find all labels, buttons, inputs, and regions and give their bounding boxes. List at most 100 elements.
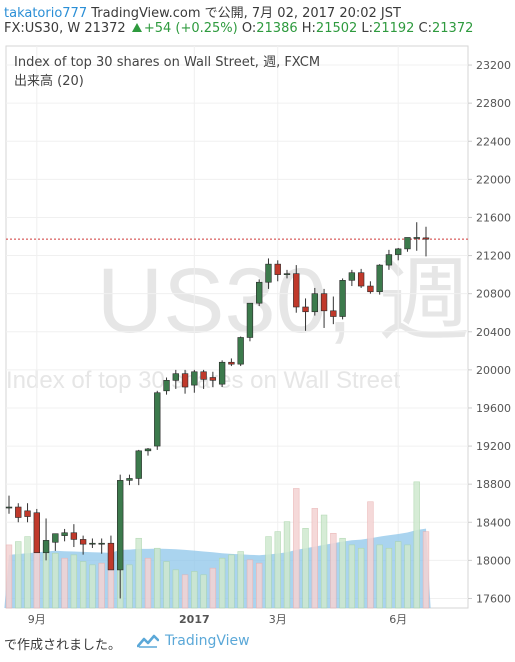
author-link[interactable]: takatorio777 xyxy=(4,6,88,21)
y-tick-label: 18800 xyxy=(476,478,511,491)
candle-down xyxy=(200,371,207,380)
candle-down xyxy=(274,263,281,275)
volume-bar xyxy=(15,541,22,609)
candle-down xyxy=(107,542,115,571)
candle-down xyxy=(209,377,217,381)
candle-up xyxy=(5,506,13,509)
candle-down xyxy=(24,510,31,517)
candle-up xyxy=(376,264,383,293)
candle-up xyxy=(126,478,133,481)
volume-bar xyxy=(228,554,235,609)
volume-bar xyxy=(172,569,179,609)
y-tick-label: 20800 xyxy=(476,288,511,301)
volume-bar xyxy=(256,562,263,609)
candle-down xyxy=(228,361,235,365)
ohlc-line: FX:US30, W 21372 +54 (+0.25%) O:21386 H:… xyxy=(4,21,473,36)
high-value: 21502 xyxy=(315,21,358,36)
volume-bar xyxy=(52,552,59,609)
close-label: C: xyxy=(418,21,433,36)
candle-up xyxy=(144,448,152,452)
volume-bar xyxy=(5,544,13,609)
y-tick-label: 18400 xyxy=(476,516,511,529)
change-value: +54 (+0.25%) xyxy=(143,21,238,36)
volume-bar xyxy=(293,488,300,609)
x-tick-label: 9月 xyxy=(28,613,46,626)
y-tick-label: 18000 xyxy=(476,554,511,567)
open-value: 21386 xyxy=(256,21,298,36)
x-tick-label: 3月 xyxy=(269,613,287,626)
candle-up xyxy=(61,532,68,536)
volume-bar xyxy=(246,559,254,609)
candle-up xyxy=(42,540,50,554)
y-tick-label: 17600 xyxy=(476,592,511,605)
high-label: H: xyxy=(301,21,316,36)
y-tick-label: 20000 xyxy=(476,364,511,377)
candle-up xyxy=(117,480,124,571)
y-tick-label: 19600 xyxy=(476,402,511,415)
volume-bar xyxy=(24,536,31,609)
candle-up xyxy=(246,302,254,338)
volume-bar xyxy=(70,554,78,609)
brand-name: TradingView xyxy=(165,633,250,649)
candle-up xyxy=(348,272,356,281)
candle-down xyxy=(15,506,22,518)
volume-bar xyxy=(126,564,133,609)
volume-bar xyxy=(330,532,337,609)
volume-bar xyxy=(283,521,291,609)
volume-bar xyxy=(311,508,318,609)
volume-bar xyxy=(367,501,374,609)
candle-up xyxy=(191,371,198,386)
candle-up xyxy=(339,280,346,317)
candle-down xyxy=(33,512,40,554)
candle-up xyxy=(256,281,263,304)
candle-up xyxy=(385,254,393,266)
candle-up xyxy=(98,542,105,545)
y-tick-label: 22800 xyxy=(476,97,511,110)
volume-bar xyxy=(395,541,402,609)
publication-line: takatorio777 TradingView.com で公開, 7月 02,… xyxy=(4,2,401,21)
candle-up xyxy=(163,380,170,392)
volume-bar xyxy=(357,547,365,609)
candle-down xyxy=(357,272,365,287)
up-arrow-icon xyxy=(131,23,142,32)
volume-bar xyxy=(209,567,217,609)
x-tick-label: 2017 xyxy=(179,613,210,626)
volume-bar xyxy=(385,547,393,609)
candle-up xyxy=(283,273,291,275)
tradingview-brand[interactable]: TradingView xyxy=(137,633,250,649)
candle-down xyxy=(293,273,300,308)
candle-down xyxy=(302,306,309,313)
tradingview-logo-icon xyxy=(137,634,159,648)
low-label: L: xyxy=(361,21,374,36)
volume-bar xyxy=(98,562,105,609)
candle-up xyxy=(413,237,420,239)
candle-down xyxy=(70,532,78,540)
volume-bar xyxy=(218,557,226,609)
price-chart[interactable]: US30, 週 Index of top 30 shares on Wall S… xyxy=(0,42,515,628)
candle-up xyxy=(311,293,318,313)
candle-up xyxy=(154,392,161,447)
open-label: O: xyxy=(241,21,257,36)
volume-bar xyxy=(144,557,152,609)
volume-bar xyxy=(422,531,430,609)
volume-bar xyxy=(181,574,189,609)
candle-up xyxy=(172,373,179,381)
candle-up xyxy=(89,542,96,545)
candle-up xyxy=(237,337,244,365)
candle-down xyxy=(320,293,328,312)
candle-up xyxy=(265,263,272,283)
volume-bar xyxy=(33,549,40,609)
volume-bar xyxy=(339,537,346,609)
footer-made-with: で作成されました。 xyxy=(4,638,122,653)
volume-bar xyxy=(302,528,309,609)
low-value: 21192 xyxy=(373,21,415,36)
symbol-label: FX:US30, W 21372 xyxy=(4,21,126,36)
volume-bar xyxy=(348,544,356,609)
y-tick-label: 22000 xyxy=(476,173,511,186)
candle-down xyxy=(367,285,374,293)
volume-bar xyxy=(404,544,411,609)
candle-up xyxy=(52,533,59,543)
volume-bar xyxy=(274,531,281,609)
y-tick-label: 21200 xyxy=(476,250,511,263)
candle-down xyxy=(330,310,337,317)
